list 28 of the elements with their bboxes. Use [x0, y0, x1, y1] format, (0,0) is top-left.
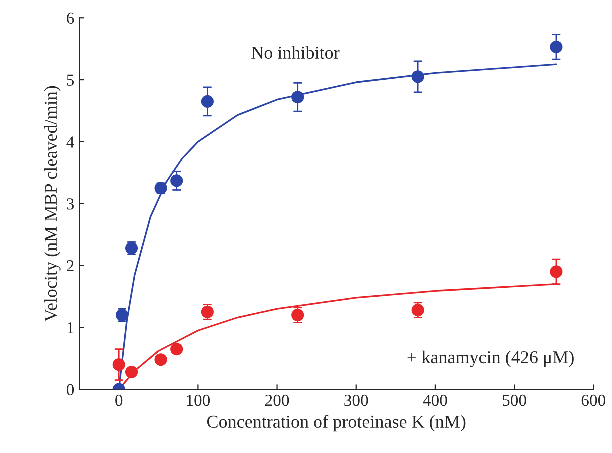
point — [201, 95, 214, 108]
x-tick-label: 200 — [266, 394, 290, 406]
y-tick-label: 0 — [67, 384, 74, 396]
point — [292, 91, 304, 104]
y-tick-label: 5 — [67, 74, 74, 86]
point — [125, 366, 138, 379]
annotation: No inhibitor — [252, 46, 340, 60]
y-tick-label: 4 — [66, 136, 74, 148]
x-tick-label: 400 — [423, 394, 448, 406]
x-tick-label: 0 — [116, 394, 123, 406]
x-axis-title: Concentration of proteinase K (nM) — [207, 415, 466, 432]
y-tick-label: 2 — [67, 260, 74, 272]
y-tick-label: 6 — [67, 12, 74, 24]
point — [170, 174, 184, 188]
point — [550, 266, 563, 278]
point — [154, 354, 168, 366]
point — [112, 358, 126, 372]
x-tick-label: 500 — [503, 394, 526, 406]
annotation: + kanamycin (426 μM) — [408, 350, 574, 368]
point — [170, 343, 184, 356]
point — [550, 40, 563, 54]
x-tick-label: 100 — [187, 394, 210, 406]
point — [412, 70, 424, 84]
x-tick-label: 300 — [344, 394, 368, 406]
x-tick-label: 600 — [582, 394, 606, 406]
y-tick-label: 3 — [67, 198, 74, 210]
y-tick-label: 1 — [68, 322, 74, 334]
y-axis-title: Velocity (nM MBP cleaved/min) — [44, 86, 61, 322]
